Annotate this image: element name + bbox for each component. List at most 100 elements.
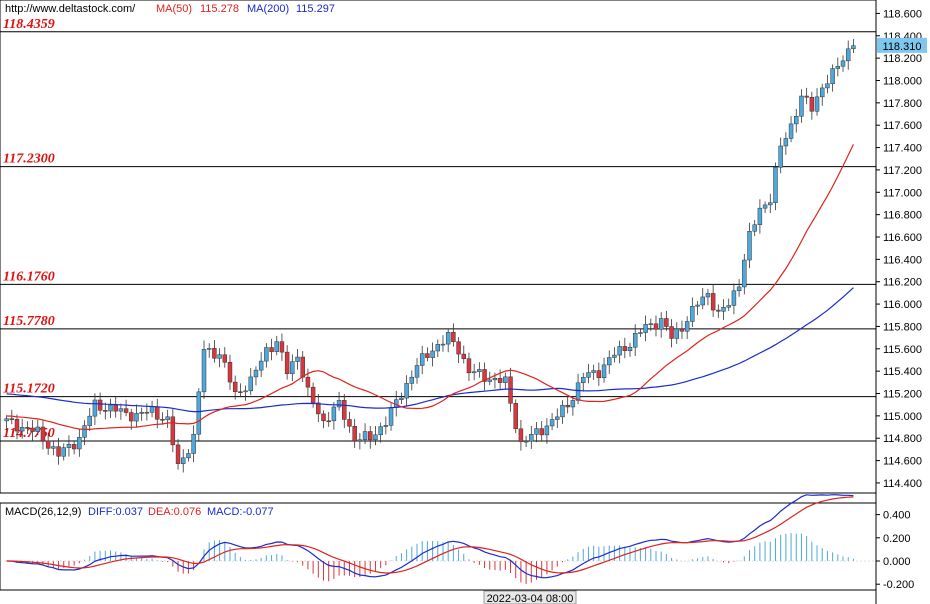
last-price-value: 118.310 (883, 41, 922, 53)
last-price-tag: 118.310 (877, 37, 927, 53)
candle-body (310, 386, 316, 404)
candle-body (487, 379, 492, 382)
candle-body (399, 397, 404, 400)
candle-body (129, 412, 134, 422)
candle-body (201, 349, 207, 393)
candle-body (581, 377, 586, 384)
candle-body (56, 446, 61, 457)
y-tick-label: 117.400 (883, 143, 922, 155)
candle-body (4, 418, 9, 422)
time-cursor-label: 2022-03-04 08:00 (487, 593, 574, 604)
candle-body (721, 307, 726, 312)
candle-body (632, 332, 638, 348)
candle-body (492, 378, 498, 381)
y-tick-label: 115.600 (883, 344, 922, 356)
macd-y-axis: 0.400 0.200 0.000 -0.200 (876, 510, 914, 591)
level-label: 115.1720 (3, 382, 55, 397)
last-price-box (877, 37, 927, 53)
y-tick-label: 116.600 (883, 232, 922, 244)
ma200-value: 115.297 (296, 3, 335, 15)
candle-body (747, 231, 752, 261)
candle-body (518, 428, 524, 442)
candle-body (170, 416, 176, 446)
macd-params: MACD(26,12,9) (5, 506, 81, 518)
candle-body (77, 437, 82, 450)
macd-tick-label: 0.200 (883, 533, 911, 545)
candle-body (362, 431, 368, 440)
candle-body (482, 369, 487, 382)
candle-body (658, 318, 664, 330)
level-label: 118.4359 (3, 17, 55, 32)
candle-body (591, 370, 596, 373)
candle-body (45, 440, 51, 449)
candle-body (845, 48, 851, 62)
candle-body (206, 348, 212, 350)
candle-body (445, 331, 451, 345)
candle-body (92, 399, 98, 417)
candle-body (757, 207, 763, 225)
candle-body (835, 65, 841, 69)
candle-body (35, 426, 40, 432)
candle-body (523, 440, 529, 443)
candle-body (783, 138, 789, 147)
candle-body (196, 391, 202, 435)
candle-body (40, 426, 46, 442)
y-tick-label: 117.000 (883, 187, 922, 199)
candle-body (269, 347, 274, 352)
candle-body (409, 376, 415, 384)
y-tick-label: 116.800 (883, 210, 922, 222)
candle-body (274, 341, 279, 352)
candle-body (222, 354, 228, 363)
candle-body (471, 371, 477, 374)
candle-body (186, 453, 191, 459)
candle-body (404, 383, 409, 399)
candle-body (435, 344, 441, 352)
candle-body (513, 403, 518, 430)
source-url[interactable]: http://www.deltastock.com/ (5, 3, 136, 15)
candle-body (700, 296, 705, 306)
candle-body (544, 425, 550, 436)
candle-body (648, 323, 654, 325)
candle-body (529, 434, 534, 442)
y-tick-label: 116.400 (883, 254, 922, 266)
level-label: 116.1760 (3, 269, 55, 284)
candle-body (290, 361, 295, 374)
candle-body (144, 411, 150, 414)
candle-body (19, 427, 25, 432)
candle-body (560, 404, 565, 418)
candle-body (461, 353, 466, 359)
y-tick-label: 117.200 (883, 165, 922, 177)
y-tick-label: 117.600 (883, 120, 922, 132)
candle-body (103, 410, 108, 412)
candle-body (497, 378, 503, 383)
candle-body (710, 293, 716, 311)
candle-body (762, 204, 768, 209)
candle-body (97, 399, 103, 411)
candle-body (679, 328, 685, 332)
y-tick-label: 114.400 (883, 478, 922, 490)
ma200-line (6, 287, 854, 413)
y-tick-label: 116.200 (883, 277, 922, 289)
candle-body (622, 346, 628, 351)
candle-body (731, 290, 737, 306)
candle-body (123, 408, 129, 413)
candle-body (51, 446, 56, 449)
candle-body (258, 360, 264, 371)
candle-body (565, 404, 570, 408)
ma50-label: MA(50) (156, 3, 192, 15)
candle-body (419, 353, 425, 366)
candle-body (778, 145, 783, 168)
candle-body (477, 369, 482, 372)
candle-body (295, 356, 300, 362)
y-tick-label: 118.200 (883, 53, 922, 65)
candle-body (284, 351, 290, 374)
candle-body (804, 95, 809, 98)
candle-body (175, 444, 181, 464)
candle-body (66, 444, 72, 448)
candle-body (716, 309, 721, 312)
candle-body (456, 341, 461, 355)
ma50-line (6, 144, 854, 430)
candle-body (799, 95, 804, 117)
macd-tick-label: 0.000 (883, 556, 911, 568)
candle-body (71, 444, 77, 450)
